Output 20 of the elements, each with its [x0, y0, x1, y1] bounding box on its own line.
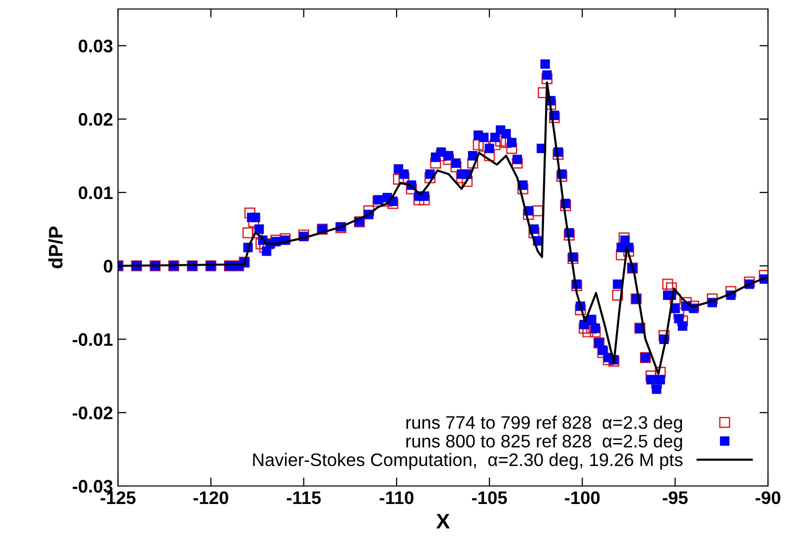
y-tick-label: -0.03 [72, 480, 112, 493]
legend-label: runs 774 to 799 ref 828 α=2.3 deg [406, 416, 682, 432]
x-tick-label: -125 [100, 491, 136, 504]
y-tick-label: 0.01 [78, 186, 113, 200]
x-tick-label: -95 [662, 491, 688, 504]
y-tick-label: 0 [104, 260, 112, 273]
x-tick-label: -105 [472, 491, 507, 504]
y-tick-label: 0.03 [78, 40, 112, 52]
legend-label: runs 800 to 825 ref 828 α=2.5 deg [406, 434, 682, 452]
y-axis-title: dP/P [48, 226, 63, 268]
y-tick-label: -0.02 [72, 406, 112, 420]
x-tick-label: -115 [286, 492, 321, 504]
y-tick-label: 0.02 [78, 113, 112, 126]
x-tick-label: -100 [564, 491, 600, 504]
x-tick-label: -120 [193, 491, 228, 504]
legend-label: Navier-Stokes Computation, α=2.30 deg, 19.26 M pts [253, 452, 683, 470]
x-axis-title: X [436, 514, 450, 528]
x-tick-label: -110 [380, 491, 414, 504]
y-tick-label: -0.01 [72, 333, 113, 346]
x-tick-label: -90 [756, 491, 780, 504]
